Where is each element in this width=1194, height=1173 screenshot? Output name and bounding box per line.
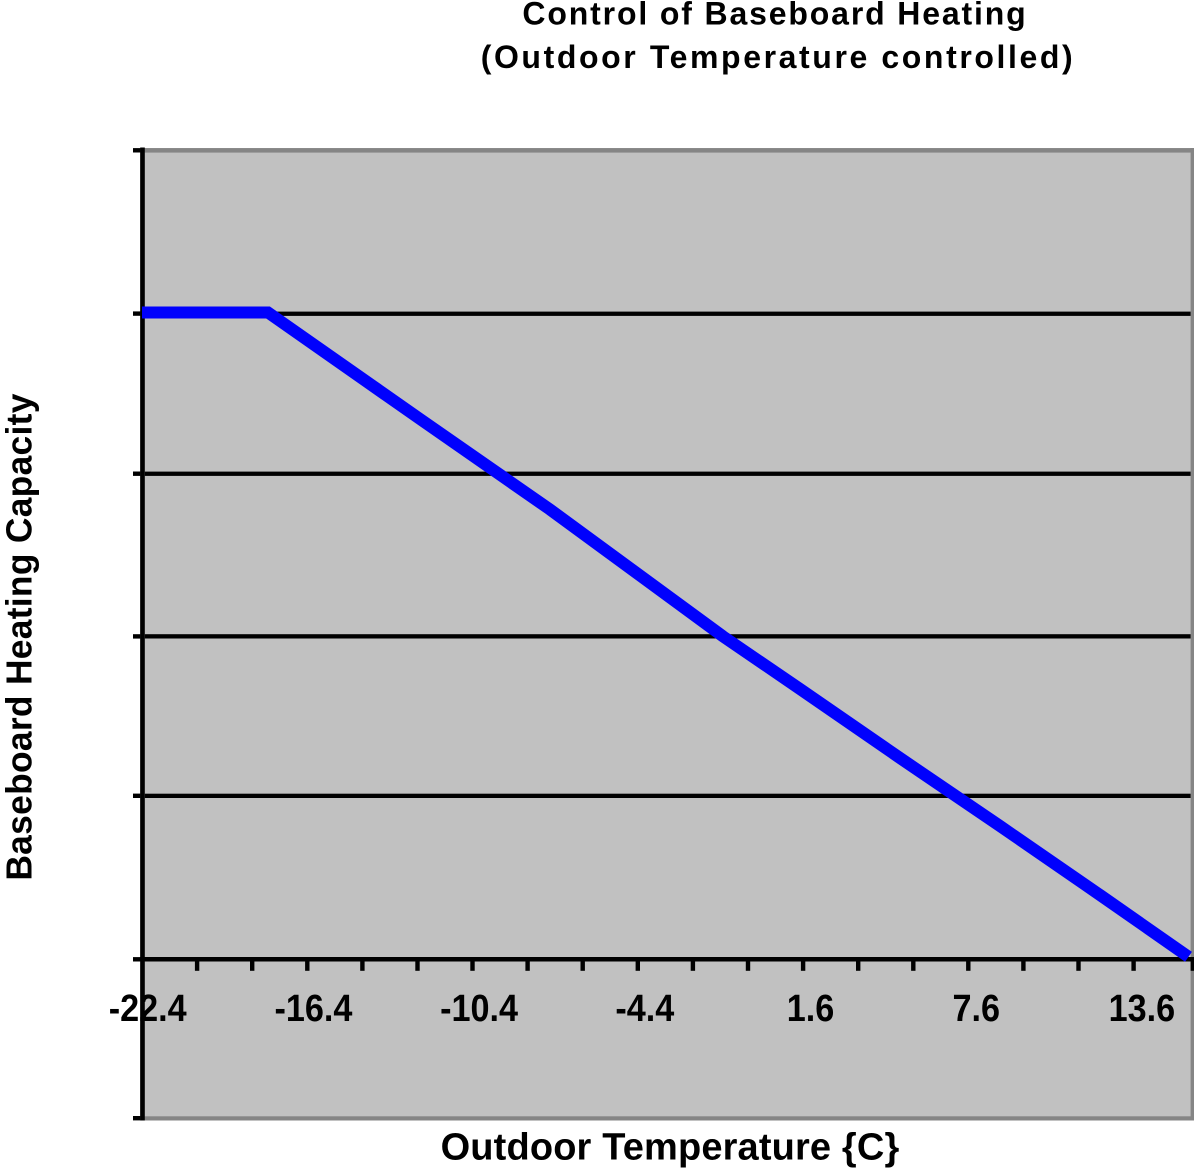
svg-text:(Outdoor Temperature controlle: (Outdoor Temperature controlled) (481, 39, 1076, 75)
svg-text:13.6: 13.6 (1109, 986, 1176, 1029)
svg-text:Baseboard Heating Capacity: Baseboard Heating Capacity (0, 393, 40, 880)
svg-text:1.6: 1.6 (787, 986, 835, 1029)
svg-text:-16.4: -16.4 (274, 986, 352, 1029)
svg-text:Control of Baseboard Heating: Control of Baseboard Heating (522, 0, 1027, 32)
svg-text:-22.4: -22.4 (109, 986, 187, 1029)
svg-text:Outdoor Temperature {C}: Outdoor Temperature {C} (441, 1127, 900, 1169)
svg-text:-10.4: -10.4 (440, 986, 518, 1029)
svg-text:7.6: 7.6 (952, 986, 1000, 1029)
svg-text:-4.4: -4.4 (615, 986, 674, 1029)
